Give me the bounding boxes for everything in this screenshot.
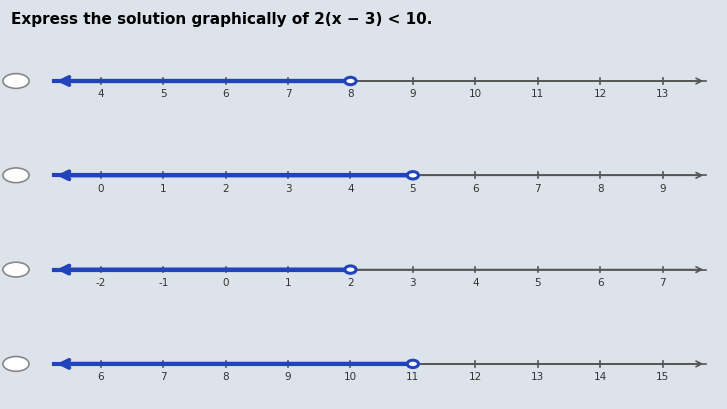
Text: 8: 8 xyxy=(222,371,229,381)
Text: 1: 1 xyxy=(160,183,166,193)
Text: 0: 0 xyxy=(97,183,104,193)
Text: 14: 14 xyxy=(593,371,607,381)
Circle shape xyxy=(407,172,419,180)
Text: 4: 4 xyxy=(348,183,354,193)
Text: 5: 5 xyxy=(409,183,416,193)
Circle shape xyxy=(407,360,419,368)
Text: 3: 3 xyxy=(409,277,416,287)
Text: 5: 5 xyxy=(534,277,541,287)
Text: 0: 0 xyxy=(222,277,229,287)
Text: 9: 9 xyxy=(285,371,292,381)
Text: 15: 15 xyxy=(656,371,669,381)
Text: 13: 13 xyxy=(531,371,545,381)
Text: -1: -1 xyxy=(158,277,169,287)
Text: 2: 2 xyxy=(348,277,354,287)
Text: 10: 10 xyxy=(344,371,357,381)
Text: -2: -2 xyxy=(96,277,106,287)
Text: 7: 7 xyxy=(534,183,541,193)
Text: Express the solution graphically of 2(x − 3) < 10.: Express the solution graphically of 2(x … xyxy=(11,12,433,27)
Text: 9: 9 xyxy=(409,89,416,99)
Text: 13: 13 xyxy=(656,89,669,99)
Text: 2: 2 xyxy=(222,183,229,193)
Text: 8: 8 xyxy=(348,89,354,99)
Circle shape xyxy=(345,78,356,85)
Text: 7: 7 xyxy=(659,277,666,287)
Text: 6: 6 xyxy=(97,371,104,381)
Text: 12: 12 xyxy=(593,89,607,99)
Text: 8: 8 xyxy=(597,183,603,193)
Text: 11: 11 xyxy=(531,89,545,99)
Text: 9: 9 xyxy=(659,183,666,193)
Text: 4: 4 xyxy=(97,89,104,99)
Text: 5: 5 xyxy=(160,89,166,99)
Text: 7: 7 xyxy=(285,89,292,99)
Text: 10: 10 xyxy=(469,89,482,99)
Text: 4: 4 xyxy=(472,277,478,287)
Text: 6: 6 xyxy=(472,183,478,193)
Text: 7: 7 xyxy=(160,371,166,381)
Text: 3: 3 xyxy=(285,183,292,193)
Text: 1: 1 xyxy=(285,277,292,287)
Text: 11: 11 xyxy=(406,371,419,381)
Text: 6: 6 xyxy=(597,277,603,287)
Circle shape xyxy=(345,266,356,274)
Text: 6: 6 xyxy=(222,89,229,99)
Text: 12: 12 xyxy=(469,371,482,381)
